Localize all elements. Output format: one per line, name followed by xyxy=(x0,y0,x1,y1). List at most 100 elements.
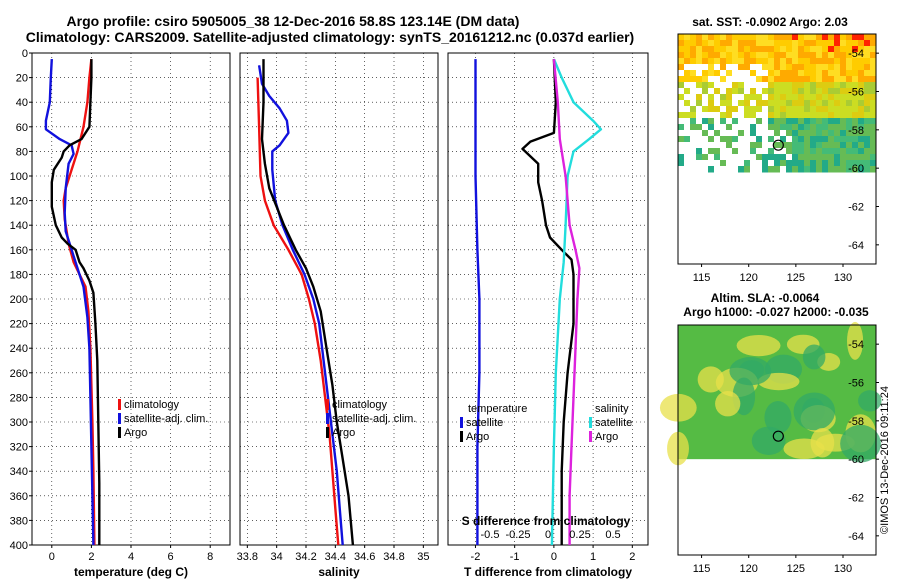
sst-cell xyxy=(684,70,691,77)
sst-cell xyxy=(678,130,685,137)
sst-cell xyxy=(828,136,835,143)
sst-cell xyxy=(804,46,811,53)
sst-cell xyxy=(732,136,739,143)
sst-cell xyxy=(834,106,841,113)
sst-cell xyxy=(768,154,775,161)
sst-cell xyxy=(870,148,877,155)
sst-cell xyxy=(732,94,739,101)
sst-cell xyxy=(846,118,853,125)
sst-cell xyxy=(786,64,793,71)
sla-blob xyxy=(783,438,825,459)
sst-cell xyxy=(804,76,811,83)
sst-cell xyxy=(822,106,829,113)
sst-cell xyxy=(864,124,871,131)
sst-cell xyxy=(846,64,853,71)
sst-cell xyxy=(786,166,793,173)
sst-cell xyxy=(756,34,763,41)
sst-cell xyxy=(792,130,799,137)
sst-cell xyxy=(750,76,757,83)
sst-cell xyxy=(744,148,751,155)
sst-cell xyxy=(870,130,877,137)
x-tick-label: 0 xyxy=(551,551,557,563)
sst-cell xyxy=(786,82,793,89)
sst-cell xyxy=(690,106,697,113)
sst-cell xyxy=(684,130,691,137)
sst-cell xyxy=(708,46,715,53)
sst-cell xyxy=(828,94,835,101)
sst-cell xyxy=(786,142,793,149)
sst-cell xyxy=(840,124,847,131)
sst-cell xyxy=(750,148,757,155)
sst-cell xyxy=(696,94,703,101)
sst-cell xyxy=(696,112,703,119)
sst-cell xyxy=(774,148,781,155)
sst-cell xyxy=(810,154,817,161)
difference-panel: -2 -1 0 1 2 T difference from climatology S di… xyxy=(447,52,649,579)
sst-cell xyxy=(690,70,697,77)
sst-cell xyxy=(696,124,703,131)
sst-cell xyxy=(738,166,745,173)
sst-cell xyxy=(726,70,733,77)
sst-cell xyxy=(744,136,751,143)
legend-header: salinity xyxy=(595,403,629,415)
sst-cell xyxy=(744,88,751,95)
sst-cell xyxy=(786,52,793,59)
sst-cell xyxy=(720,70,727,77)
sst-cell xyxy=(708,112,715,119)
lon-tick-label: 120 xyxy=(740,563,758,575)
sst-cell xyxy=(702,94,709,101)
series-line-satellite-adj-clim- xyxy=(257,65,344,546)
sst-cell xyxy=(822,130,829,137)
sla-blob xyxy=(736,334,781,357)
sst-cell xyxy=(678,124,685,131)
sst-cell xyxy=(864,70,871,77)
sst-cell xyxy=(834,70,841,77)
sst-cell xyxy=(786,94,793,101)
sst-cell xyxy=(726,112,733,119)
sst-cell xyxy=(774,106,781,113)
sst-cell xyxy=(780,148,787,155)
sst-cell xyxy=(750,46,757,53)
sst-cell xyxy=(744,142,751,149)
sst-cell xyxy=(846,58,853,65)
sst-cell xyxy=(870,154,877,161)
sst-cell xyxy=(678,160,685,167)
sst-cell xyxy=(792,94,799,101)
plot-frame xyxy=(239,52,439,546)
sst-cell xyxy=(774,130,781,137)
sst-cell xyxy=(804,88,811,95)
sst-cell xyxy=(798,58,805,65)
secondary-x-tick-label: 0 xyxy=(545,529,551,541)
sst-cell xyxy=(708,154,715,161)
sst-cell xyxy=(864,76,871,83)
sst-cell xyxy=(714,160,721,167)
sst-cell xyxy=(738,112,745,119)
sst-cell xyxy=(792,100,799,107)
depth-tick-label: 0 xyxy=(22,48,28,60)
series-line-temperature-satellite xyxy=(474,59,481,545)
sst-cell xyxy=(864,40,871,47)
sst-cell xyxy=(738,46,745,53)
legend-label: Argo xyxy=(466,431,489,443)
depth-tick-label: 80 xyxy=(16,146,28,158)
sst-cell xyxy=(714,136,721,143)
sst-cell xyxy=(810,76,817,83)
sst-cell xyxy=(822,124,829,131)
sst-cell xyxy=(696,142,703,149)
sst-cell xyxy=(804,130,811,137)
sst-cell xyxy=(768,34,775,41)
sst-cell xyxy=(684,160,691,167)
sst-cell xyxy=(756,130,763,137)
sst-cell xyxy=(780,88,787,95)
sst-cell xyxy=(846,124,853,131)
sst-cell xyxy=(786,118,793,125)
sst-cell xyxy=(804,100,811,107)
sst-cell xyxy=(720,142,727,149)
lon-tick-label: 130 xyxy=(834,272,852,284)
sst-cell xyxy=(792,40,799,47)
sst-cell xyxy=(798,130,805,137)
sst-cell xyxy=(702,166,709,173)
sst-cell xyxy=(786,148,793,155)
sst-cell xyxy=(804,106,811,113)
sst-cell xyxy=(756,100,763,107)
